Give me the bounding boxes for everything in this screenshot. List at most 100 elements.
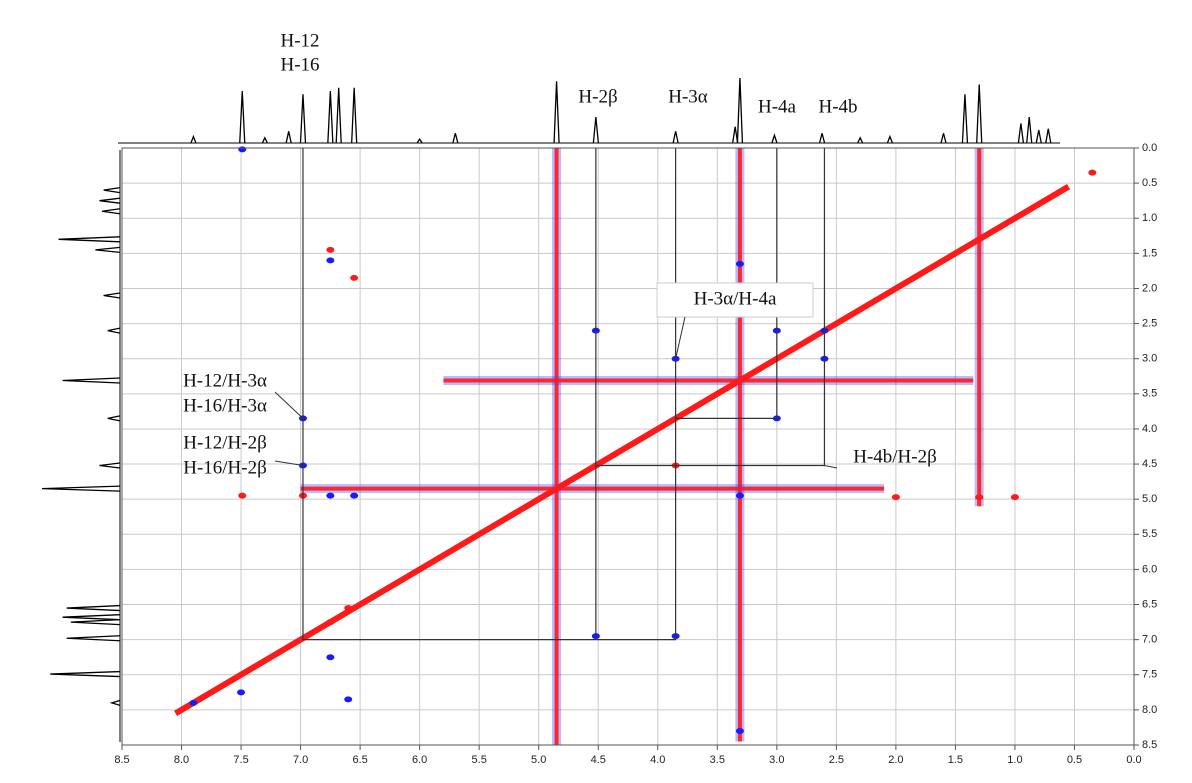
y-tick-label: 2.0 — [1142, 282, 1157, 294]
diagonal — [174, 184, 1071, 716]
spectrum-peak — [553, 81, 560, 144]
spectrum-peak — [327, 90, 334, 144]
x-tick-label: 5.0 — [531, 754, 546, 766]
y-tick-label: 4.5 — [1142, 458, 1157, 470]
spectrum-peak — [99, 197, 121, 204]
x-tick-label: 0.5 — [1067, 754, 1082, 766]
cross-peak-label: H-12/H-2β — [183, 432, 267, 453]
spectrum-peak — [299, 94, 307, 144]
cross-peak — [975, 494, 984, 501]
x-tick-label: 8.5 — [114, 754, 129, 766]
spectrum-peak — [1026, 116, 1033, 144]
cross-peak — [238, 146, 247, 153]
x-tick-label: 7.5 — [233, 754, 248, 766]
spectrum-peak — [732, 126, 739, 144]
cross-peak — [326, 246, 335, 253]
cross-peak — [735, 727, 744, 734]
cross-peak — [189, 699, 198, 706]
spectrum-peak — [109, 699, 121, 706]
spectrum-peak — [239, 90, 246, 144]
x-tick-label: 1.5 — [948, 754, 963, 766]
spectrum-peak — [62, 614, 121, 621]
spectrum-peak — [940, 133, 947, 144]
cross-peak — [350, 492, 359, 499]
marks — [42, 77, 1097, 745]
spectrum-peak — [190, 134, 197, 144]
spectrum-peak — [672, 131, 679, 144]
y-tick-label: 4.0 — [1142, 423, 1157, 435]
y-tick-label: 2.5 — [1142, 317, 1157, 329]
y-tick-label: 8.0 — [1142, 704, 1157, 716]
y-tick-label: 5.0 — [1142, 493, 1157, 505]
spectrum-peak — [103, 292, 121, 299]
cross-peak — [344, 696, 353, 703]
spectrum-peak — [66, 635, 121, 642]
spectrum-peak — [62, 377, 121, 384]
spectrum-peak — [736, 77, 744, 144]
spectrum-peak — [261, 136, 268, 144]
assignment-line — [675, 148, 778, 420]
shift-label: H-3α — [668, 86, 708, 107]
spectrum-peak — [1035, 129, 1042, 144]
plot-border — [121, 147, 1135, 746]
x-tick-label: 6.0 — [412, 754, 427, 766]
cross-peak — [891, 494, 900, 501]
y-tick-label: 3.0 — [1142, 353, 1157, 365]
cross-peak — [326, 619, 335, 626]
spectrum-peak — [95, 246, 121, 253]
shift-label: H-2β — [578, 86, 617, 107]
x-tick-label: 4.5 — [591, 754, 606, 766]
spectrum-peak — [285, 131, 292, 144]
y-tick-label: 6.5 — [1142, 598, 1157, 610]
spectrum-peak — [976, 84, 983, 144]
cross-peak — [326, 492, 335, 499]
cross-peak — [735, 492, 744, 499]
y-tick-label: 0.0 — [1142, 142, 1157, 154]
y-tick-label: 6.0 — [1142, 563, 1157, 575]
spectrum-peak — [107, 327, 121, 334]
shift-label: H-16 — [280, 54, 319, 75]
leader-line — [675, 316, 686, 359]
cross-peak — [326, 257, 335, 264]
spectrum-peak — [771, 133, 778, 144]
shift-label: H-4b — [818, 96, 857, 117]
y-tick-label: 3.5 — [1142, 388, 1157, 400]
spectrum-peak — [70, 618, 121, 626]
spectrum-peak — [107, 415, 121, 422]
cross-peak-label: H-16/H-3α — [183, 395, 267, 416]
cross-peak — [237, 689, 246, 696]
labels: 8.5 8.0 7.5 7.0 6.5 6.0 5.5 5.0 4.5 4.0 3.5 3.0 2.5 2… — [114, 30, 1157, 766]
spectrum-peak — [66, 604, 121, 612]
spectrum-peak — [101, 208, 121, 215]
assignment-line — [302, 148, 677, 641]
y-tick-label: 1.0 — [1142, 212, 1157, 224]
spectrum-peak — [42, 485, 121, 492]
cross-peak — [238, 492, 247, 499]
cross-peak — [350, 274, 359, 281]
y-tick-label: 7.0 — [1142, 634, 1157, 646]
spectrum-peak — [58, 236, 121, 243]
spectrum-peak — [103, 186, 121, 194]
x-tick-label: 3.0 — [769, 754, 784, 766]
y-tick-label: 8.5 — [1142, 739, 1157, 751]
spectrum-peak — [351, 87, 358, 144]
spectrum-peak — [818, 133, 826, 144]
y-tick-label: 7.5 — [1142, 669, 1157, 681]
label-box — [656, 282, 814, 318]
x-tick-label: 8.0 — [174, 754, 189, 766]
x-tick-label: 0.0 — [1126, 754, 1141, 766]
cross-peak — [1010, 494, 1019, 501]
spectrum-peak — [1045, 128, 1052, 144]
cross-peak — [344, 605, 353, 612]
x-tick-label: 5.5 — [472, 754, 487, 766]
x-tick-label: 1.0 — [1007, 754, 1022, 766]
spectrum-peak — [416, 137, 423, 144]
spectrum-peak — [335, 87, 342, 144]
leader-line — [824, 464, 838, 469]
spectrum-peak — [961, 94, 969, 144]
spectrum-peak — [1017, 123, 1025, 144]
spectrum-peak — [452, 133, 459, 144]
cross-peak-label: H-3α/H-4a — [694, 288, 777, 309]
